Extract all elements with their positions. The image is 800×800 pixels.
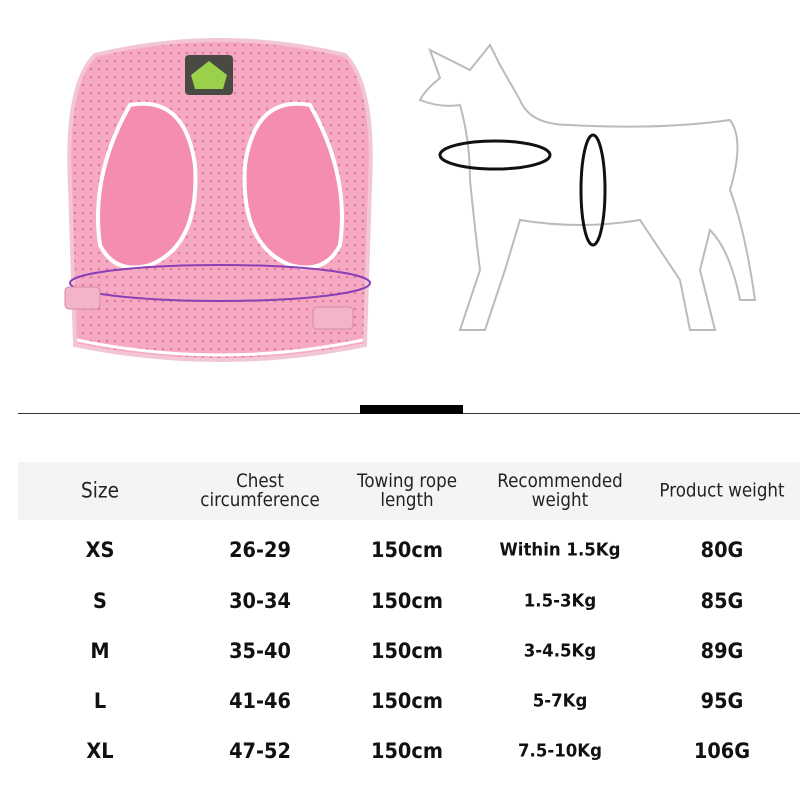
header-line: circumference [200, 489, 320, 511]
table-cell-size: M [90, 639, 110, 663]
header-line: Product weight [659, 479, 785, 502]
dog-measurement-diagram [418, 43, 757, 331]
table-cell-towing-rope-length: 150cm [371, 639, 443, 663]
divider-tab [360, 405, 463, 414]
table-cell-product-weight: 95G [700, 689, 744, 713]
brand-logo [185, 55, 233, 95]
table-cell-chest-circumference: 41-46 [229, 689, 291, 713]
table-cell-chest-circumference: 35-40 [229, 639, 291, 663]
table-cell-product-weight: 80G [700, 538, 744, 562]
table-cell-chest-circumference: 47-52 [229, 739, 291, 763]
header-product-weight: Product weight [659, 479, 785, 502]
table-cell-size: L [93, 689, 107, 713]
table-cell-product-weight: 106G [693, 739, 751, 763]
header-line: length [380, 489, 434, 511]
table-cell-recommended-weight: 5-7Kg [532, 690, 588, 712]
header-chest-circumference: Chest circumference [200, 472, 319, 510]
header-line: Towing rope [356, 470, 458, 492]
table-cell-recommended-weight: 3-4.5Kg [523, 640, 597, 662]
table-cell-size: XS [85, 538, 115, 562]
table-cell-recommended-weight: 1.5-3Kg [523, 590, 597, 612]
table-cell-product-weight: 85G [700, 589, 744, 613]
size-table-header [18, 462, 800, 520]
table-cell-recommended-weight: Within 1.5Kg [499, 539, 621, 561]
header-line: Size [81, 478, 119, 503]
table-cell-product-weight: 89G [700, 639, 744, 663]
header-line: weight [531, 489, 589, 511]
table-cell-towing-rope-length: 150cm [371, 538, 443, 562]
header-line: Recommended [497, 470, 623, 492]
header-towing-rope-length: Towing rope length [357, 472, 457, 510]
table-cell-towing-rope-length: 150cm [371, 589, 443, 613]
table-cell-size: S [93, 589, 107, 613]
table-cell-size: XL [86, 739, 114, 763]
pink-harness-image [64, 38, 373, 362]
table-cell-towing-rope-length: 150cm [371, 689, 443, 713]
header-size: Size [81, 478, 119, 503]
table-cell-recommended-weight: 7.5-10Kg [518, 740, 602, 762]
table-cell-chest-circumference: 30-34 [229, 589, 291, 613]
table-cell-chest-circumference: 26-29 [229, 538, 291, 562]
table-cell-towing-rope-length: 150cm [371, 739, 443, 763]
header-recommended-weight: Recommended weight [497, 472, 623, 510]
header-line: Chest [236, 470, 284, 492]
